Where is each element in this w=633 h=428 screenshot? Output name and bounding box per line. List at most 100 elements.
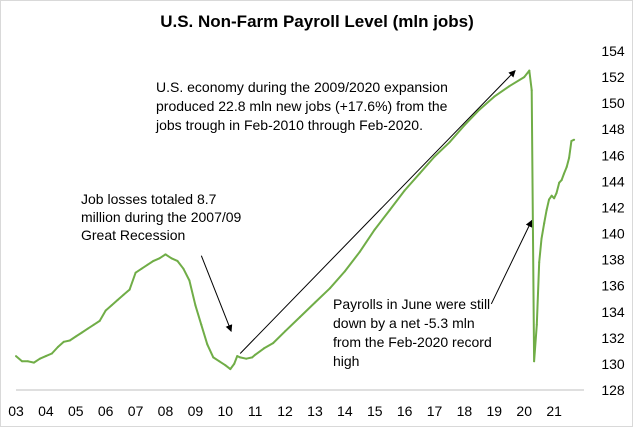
annotation-expansion-text: produced 22.8 mln new jobs (+17.6%) from… [156, 98, 448, 114]
data-point [548, 198, 550, 201]
data-point [176, 259, 179, 262]
annotation-recession-arrow [200, 255, 233, 332]
y-tick-label: 132 [601, 330, 625, 346]
data-point [170, 257, 173, 260]
data-point [533, 360, 536, 363]
data-point [140, 267, 143, 270]
x-tick-label: 03 [8, 403, 24, 419]
x-tick-label: 09 [188, 403, 204, 419]
annotation-june-arrow [490, 219, 533, 305]
y-tick-label: 154 [601, 43, 625, 59]
data-point [80, 331, 83, 334]
annotation-recession-text: million during the 2007/09 [81, 209, 242, 225]
data-point [563, 172, 565, 175]
data-point [236, 355, 239, 358]
data-point [104, 309, 107, 312]
data-point [68, 339, 71, 342]
annotation-june-text: from the Feb-2020 record [333, 334, 492, 350]
x-tick-label: 17 [427, 403, 443, 419]
x-tick-label: 16 [397, 403, 413, 419]
data-point [62, 340, 65, 343]
data-point [272, 342, 275, 345]
y-tick-label: 128 [601, 382, 625, 398]
data-point [92, 323, 95, 326]
x-tick-label: 04 [38, 403, 54, 419]
x-tick-label: 15 [367, 403, 383, 419]
data-point [110, 304, 113, 307]
data-point [251, 356, 254, 359]
data-point [194, 304, 197, 307]
y-tick-label: 136 [601, 278, 625, 294]
x-tick-label: 11 [248, 403, 263, 419]
data-point [218, 360, 221, 363]
annotation-june-text: down by a net -5.3 mln [333, 315, 475, 331]
data-point [254, 353, 257, 356]
data-point [27, 360, 29, 363]
data-point [540, 237, 543, 240]
data-point [239, 356, 242, 359]
data-point [523, 76, 526, 79]
data-point [56, 346, 59, 348]
y-tick-label: 130 [601, 356, 625, 372]
chart-title: U.S. Non-Farm Payroll Level (mln jobs) [160, 12, 474, 31]
data-point [508, 85, 511, 88]
data-point [573, 138, 576, 141]
x-tick-label: 05 [68, 403, 84, 419]
data-point [32, 361, 35, 364]
data-point [553, 197, 556, 200]
x-tick-label: 06 [98, 403, 114, 419]
data-point [358, 250, 361, 253]
y-tick-label: 150 [601, 95, 625, 111]
data-point [558, 181, 561, 184]
data-point [206, 343, 209, 346]
x-tick-label: 07 [128, 403, 144, 419]
data-point [233, 362, 236, 365]
data-point [182, 267, 185, 270]
data-point [263, 347, 266, 350]
data-point [570, 140, 573, 142]
data-point [164, 253, 167, 256]
y-tick-label: 134 [601, 304, 625, 320]
data-point [128, 288, 131, 291]
data-point [74, 335, 77, 338]
annotation-june-text: Payrolls in June were still [333, 296, 490, 312]
data-point [158, 257, 161, 260]
data-point [535, 323, 538, 326]
data-point [146, 263, 149, 266]
data-point [433, 155, 436, 158]
x-tick-label: 20 [516, 403, 532, 419]
data-point [122, 293, 125, 296]
annotation-expansion-text: U.S. economy during the 2009/2020 expans… [156, 79, 448, 95]
data-point [224, 364, 227, 367]
y-tick-label: 146 [601, 147, 625, 163]
x-tick-label: 12 [277, 403, 293, 419]
data-point [538, 261, 541, 264]
data-point [528, 69, 531, 72]
data-point [448, 141, 451, 144]
y-tick-label: 152 [601, 69, 625, 85]
data-point [530, 89, 533, 92]
x-tick-label: 10 [217, 403, 233, 419]
data-point [493, 95, 496, 98]
data-point [299, 316, 301, 318]
data-point [388, 209, 391, 212]
data-point [44, 355, 47, 358]
x-tick-label: 21 [546, 403, 562, 419]
data-point [568, 156, 571, 159]
y-tick-label: 138 [601, 252, 625, 268]
data-point [555, 192, 558, 195]
data-point [373, 228, 376, 231]
data-point [565, 166, 568, 168]
x-tick-label: 18 [457, 403, 473, 419]
data-point [15, 355, 17, 358]
data-point [478, 108, 481, 111]
data-point [418, 172, 421, 175]
y-tick-label: 144 [601, 173, 625, 189]
annotation-recession-text: Job losses totaled 8.7 [81, 191, 217, 207]
x-tick-label: 14 [337, 403, 353, 419]
annotation-june-text: high [333, 353, 359, 369]
data-point [550, 194, 553, 197]
data-point [560, 179, 563, 182]
y-tick-label: 142 [601, 199, 625, 215]
